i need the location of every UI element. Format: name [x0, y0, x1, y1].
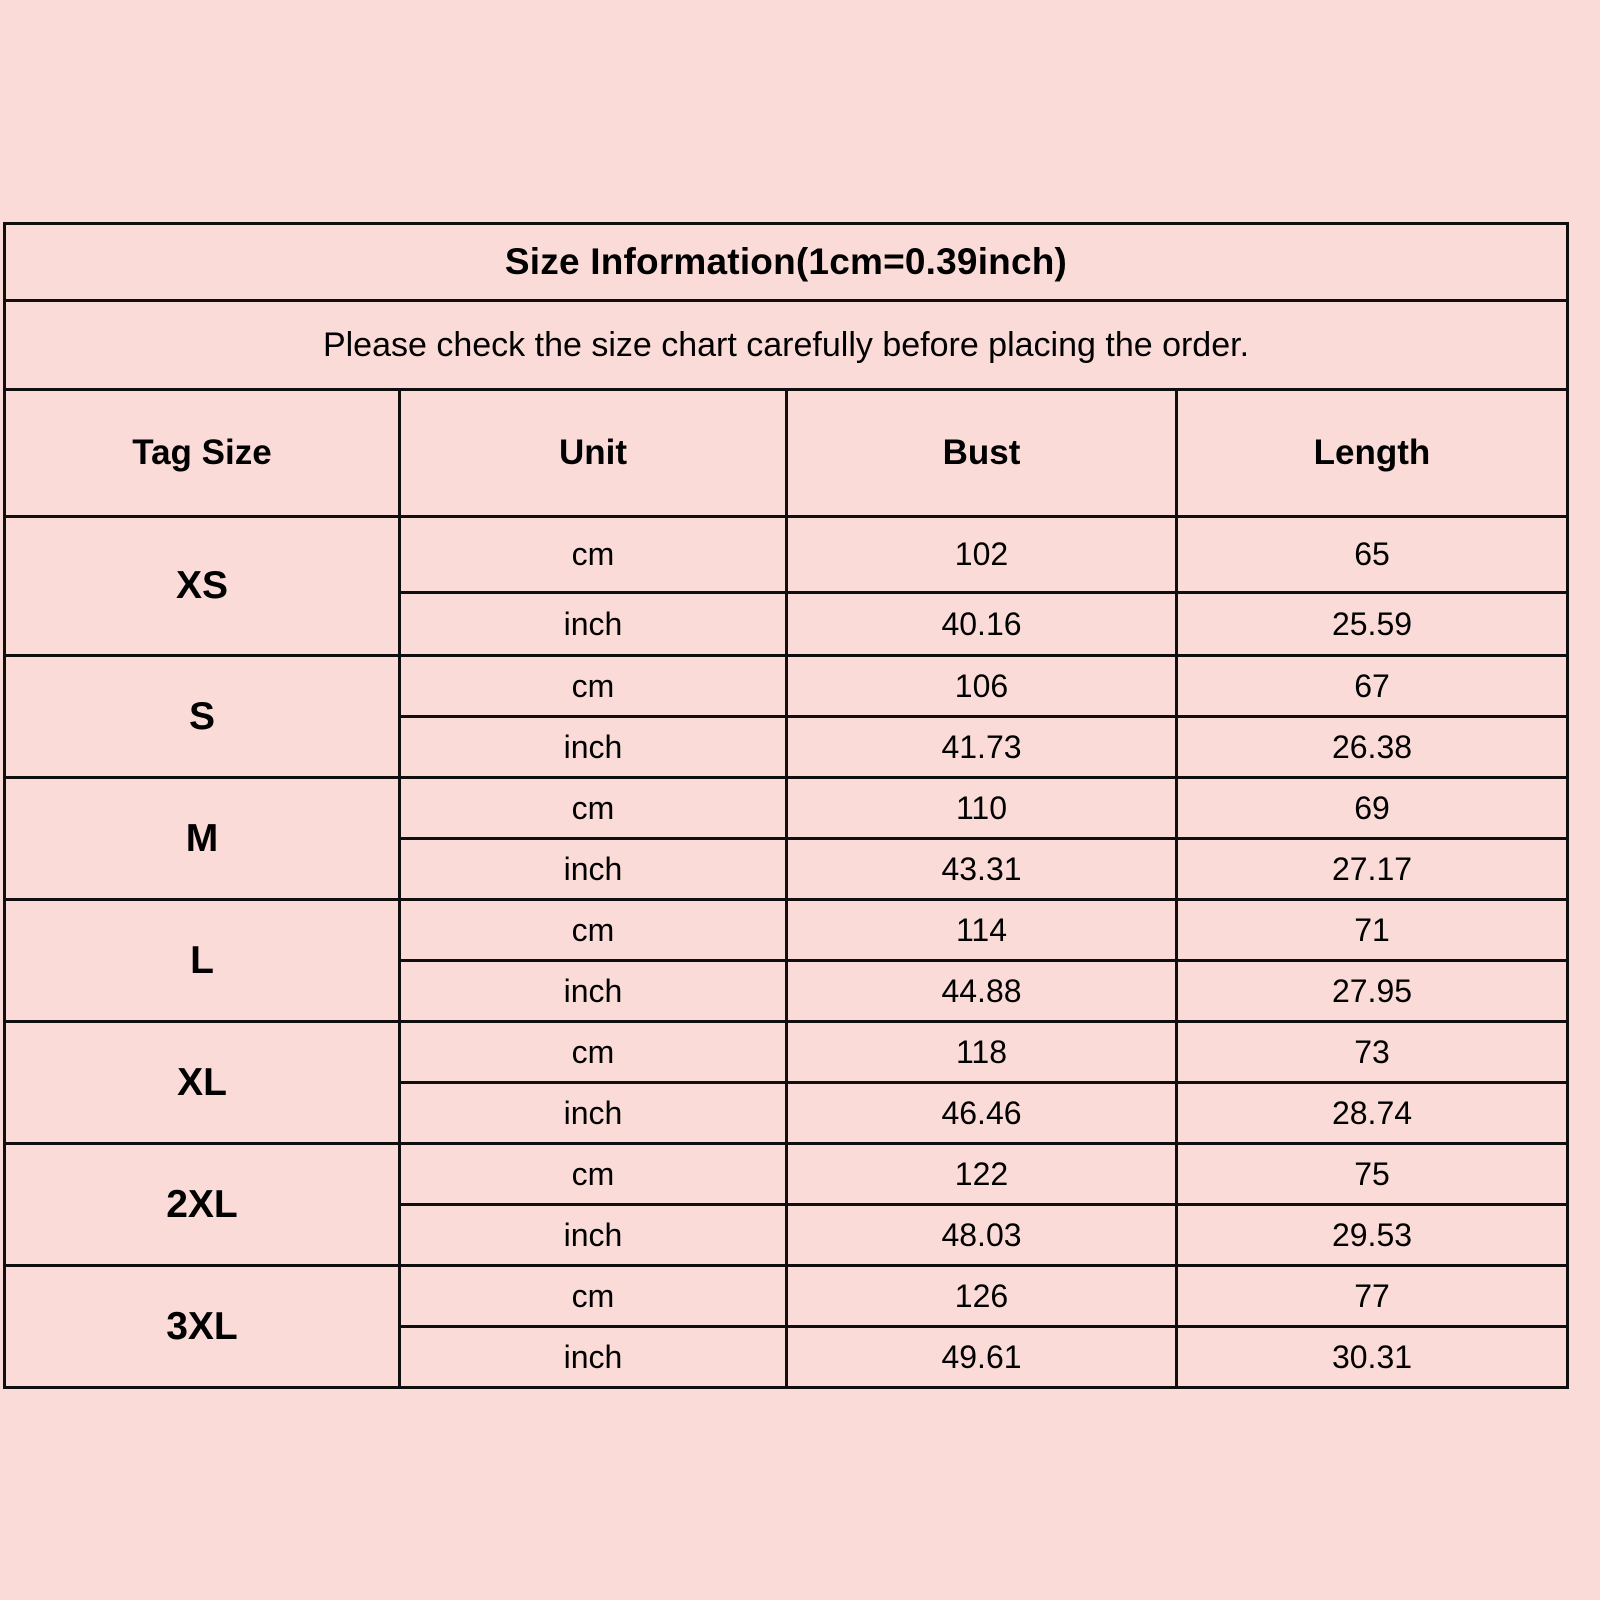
length-value-cm: 75	[1175, 1142, 1569, 1206]
bust-value-inch: 41.73	[785, 715, 1178, 779]
length-value-cm: 69	[1175, 776, 1569, 840]
length-value-inch: 27.17	[1175, 837, 1569, 901]
table-title-row: Size Information(1cm=0.39inch)	[3, 222, 1569, 302]
table-row: 3XL cm 126 77	[3, 1264, 1569, 1389]
bust-value-cm: 102	[785, 515, 1178, 594]
length-value-inch: 27.95	[1175, 959, 1569, 1023]
unit-value-inch: inch	[398, 1081, 788, 1145]
table-row: S cm 106 67	[3, 654, 1569, 779]
table-row: inch 49.61 30.31	[5, 1325, 1569, 1389]
tag-size-value: XL	[3, 1020, 401, 1145]
size-information-table: Size Information(1cm=0.39inch) Please ch…	[3, 222, 1569, 1389]
table-row: inch 48.03 29.53	[5, 1203, 1569, 1267]
length-value-inch: 30.31	[1175, 1325, 1569, 1389]
length-value-inch: 25.59	[1175, 591, 1569, 657]
table-row: inch 46.46 28.74	[5, 1081, 1569, 1145]
unit-value-inch: inch	[398, 959, 788, 1023]
bust-value-cm: 118	[785, 1020, 1178, 1084]
table-header-row: Tag Size Unit Bust Length	[3, 388, 1569, 518]
bust-value-inch: 48.03	[785, 1203, 1178, 1267]
tag-size-value: L	[3, 898, 401, 1023]
table-subtitle: Please check the size chart carefully be…	[3, 299, 1569, 391]
table-row: inch 44.88 27.95	[5, 959, 1569, 1023]
length-value-cm: 71	[1175, 898, 1569, 962]
tag-size-value: M	[3, 776, 401, 901]
unit-value-inch: inch	[398, 1325, 788, 1389]
tag-size-value: S	[3, 654, 401, 779]
length-value-inch: 29.53	[1175, 1203, 1569, 1267]
table-row: inch 43.31 27.17	[5, 837, 1569, 901]
length-value-inch: 26.38	[1175, 715, 1569, 779]
column-header-length: Length	[1175, 388, 1569, 518]
unit-value-cm: cm	[398, 1142, 788, 1206]
bust-value-cm: 106	[785, 654, 1178, 718]
unit-value-cm: cm	[398, 515, 788, 594]
bust-value-inch: 43.31	[785, 837, 1178, 901]
table-row: L cm 114 71	[3, 898, 1569, 1023]
unit-value-cm: cm	[398, 776, 788, 840]
tag-size-value: 2XL	[3, 1142, 401, 1267]
table-subtitle-row: Please check the size chart carefully be…	[3, 299, 1569, 391]
table-row: XS cm 102 65	[3, 515, 1569, 657]
length-value-inch: 28.74	[1175, 1081, 1569, 1145]
table-row: 2XL cm 122 75	[3, 1142, 1569, 1267]
length-value-cm: 65	[1175, 515, 1569, 594]
bust-value-cm: 122	[785, 1142, 1178, 1206]
unit-value-cm: cm	[398, 1020, 788, 1084]
unit-value-cm: cm	[398, 898, 788, 962]
unit-value-inch: inch	[398, 591, 788, 657]
column-header-bust: Bust	[785, 388, 1178, 518]
bust-value-inch: 44.88	[785, 959, 1178, 1023]
bust-value-cm: 114	[785, 898, 1178, 962]
column-header-tag-size: Tag Size	[3, 388, 401, 518]
length-value-cm: 77	[1175, 1264, 1569, 1328]
length-value-cm: 73	[1175, 1020, 1569, 1084]
unit-value-cm: cm	[398, 1264, 788, 1328]
unit-value-cm: cm	[398, 654, 788, 718]
bust-value-cm: 110	[785, 776, 1178, 840]
length-value-cm: 67	[1175, 654, 1569, 718]
unit-value-inch: inch	[398, 837, 788, 901]
unit-value-inch: inch	[398, 1203, 788, 1267]
table-row: M cm 110 69	[3, 776, 1569, 901]
table-row: XL cm 118 73	[3, 1020, 1569, 1145]
column-header-unit: Unit	[398, 388, 788, 518]
unit-value-inch: inch	[398, 715, 788, 779]
tag-size-value: 3XL	[3, 1264, 401, 1389]
table-row: inch 41.73 26.38	[5, 715, 1569, 779]
bust-value-cm: 126	[785, 1264, 1178, 1328]
table-title: Size Information(1cm=0.39inch)	[3, 222, 1569, 302]
table-row: inch 40.16 25.59	[5, 591, 1569, 657]
bust-value-inch: 49.61	[785, 1325, 1178, 1389]
bust-value-inch: 40.16	[785, 591, 1178, 657]
tag-size-value: XS	[3, 515, 401, 657]
bust-value-inch: 46.46	[785, 1081, 1178, 1145]
